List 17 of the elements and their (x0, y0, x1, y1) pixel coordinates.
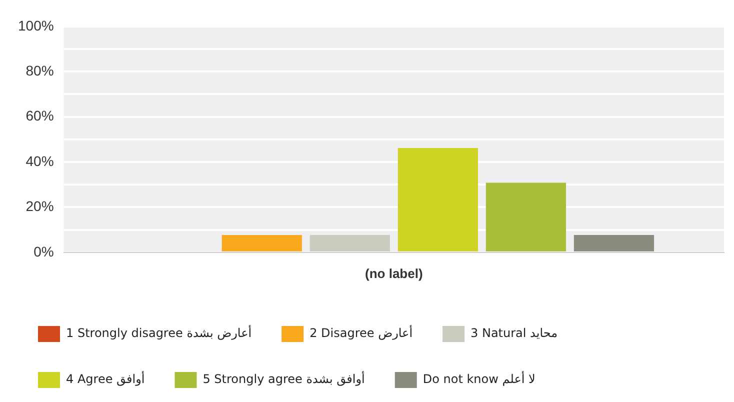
y-tick-label: 80% (26, 62, 54, 78)
y-tick-label: 100% (18, 17, 54, 34)
bar (222, 235, 302, 252)
bar (486, 182, 566, 252)
y-tick-label: 20% (26, 198, 54, 214)
legend-label: 5 Strongly agree أوافق بشدة (202, 371, 365, 386)
y-tick-label: 0% (34, 243, 54, 260)
legend-label: 4 Agree أوافق (66, 371, 145, 386)
legend-label: Do not know لا أعلم (422, 371, 536, 386)
bar (398, 148, 478, 252)
y-tick-label: 40% (26, 152, 54, 169)
legend-label: 3 Natural محايد (470, 326, 558, 340)
legend-label: 1 Strongly disagree أعارض بشدة (66, 325, 252, 340)
bar (574, 235, 654, 252)
y-tick-label: 60% (26, 108, 54, 124)
x-tick-label: (no label) (365, 266, 423, 281)
legend-label: 2 Disagree أعارض (310, 325, 413, 340)
